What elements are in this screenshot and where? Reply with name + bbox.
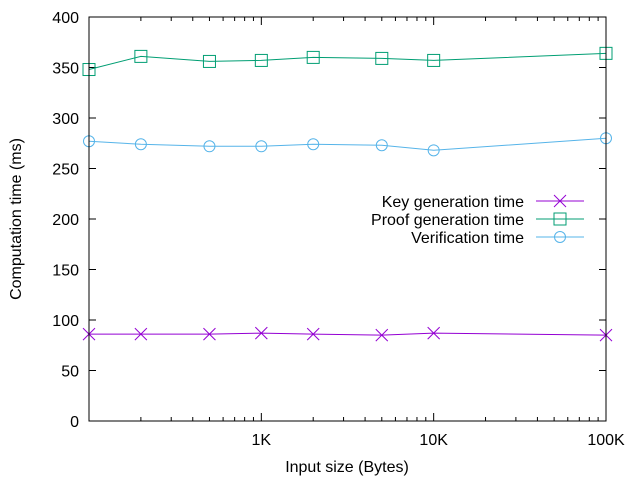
legend-marker: [553, 212, 567, 226]
legend-item: Verification time: [411, 230, 584, 247]
data-point: [375, 51, 389, 65]
series-verification-time: [83, 132, 612, 157]
data-point: [254, 53, 268, 67]
series-line: [88, 52, 607, 70]
data-point: [375, 328, 389, 342]
y-axis-title: Computation time (ms): [8, 138, 25, 300]
data-point: [307, 138, 320, 151]
data-point: [375, 139, 388, 152]
data-point: [202, 54, 216, 68]
series-proof-generation-time: [82, 46, 613, 77]
data-point: [134, 49, 148, 63]
x-tick-label: 1K: [252, 432, 272, 449]
data-point: [203, 327, 216, 341]
data-point: [134, 327, 148, 341]
x-axis-title: Input size (Bytes): [285, 459, 409, 476]
legend-item: Proof generation time: [371, 212, 584, 229]
data-point: [134, 138, 147, 151]
legend-marker: [554, 231, 566, 243]
data-point: [427, 53, 441, 67]
y-tick-label: 200: [52, 212, 79, 229]
y-tick-label: 100: [52, 313, 79, 330]
legend-item: Key generation time: [382, 194, 584, 211]
data-point: [255, 140, 268, 153]
legend-marker: [553, 194, 567, 208]
y-tick-label: 300: [52, 111, 79, 128]
data-series: [82, 46, 613, 342]
data-point: [306, 327, 320, 341]
data-point: [427, 326, 441, 340]
legend-label: Verification time: [411, 230, 524, 247]
x-tick-label: 10K: [419, 432, 448, 449]
data-point: [254, 326, 268, 340]
series-line: [89, 332, 607, 336]
y-tick-label: 400: [52, 10, 79, 27]
plot-frame: [88, 16, 607, 422]
data-point: [203, 140, 216, 153]
y-tick-label: 350: [52, 61, 79, 78]
series-key-generation-time: [82, 326, 613, 342]
legend-label: Key generation time: [382, 194, 524, 211]
y-tick-label: 250: [52, 162, 79, 179]
data-point: [306, 50, 320, 64]
series-line: [88, 137, 607, 151]
legend-label: Proof generation time: [371, 212, 524, 229]
y-tick-label: 50: [61, 364, 79, 381]
data-point: [427, 144, 440, 157]
y-tick-label: 0: [70, 414, 79, 431]
axis-ticks: 0 50 100 150 200 250 300 350 400 1K 10K 100K: [52, 10, 625, 449]
y-tick-label: 150: [52, 263, 79, 280]
x-tick-label: 100K: [587, 432, 625, 449]
